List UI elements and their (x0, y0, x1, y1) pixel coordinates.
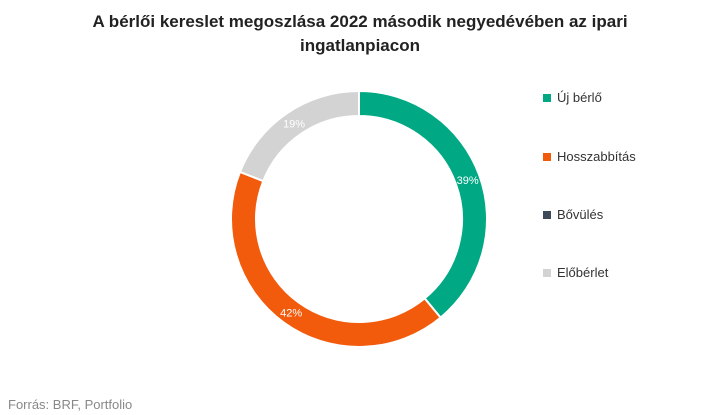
legend-swatch-eloberlet (543, 269, 551, 277)
source-note: Forrás: BRF, Portfolio (8, 397, 133, 412)
legend-swatch-hosszabbitas (543, 153, 551, 161)
legend-label-eloberlet: Előbérlet (557, 265, 609, 280)
slice-0[interactable] (358, 89, 488, 320)
legend-label-hosszabbitas: Hosszabbítás (557, 149, 636, 164)
slice-3[interactable] (238, 89, 360, 183)
legend-label-uj-berlo: Új bérlő (557, 90, 602, 105)
slice-label-3: 19% (283, 118, 305, 130)
legend-label-bovules: Bővülés (557, 207, 604, 222)
slice-1[interactable] (230, 170, 442, 348)
legend-swatch-bovules (543, 211, 551, 219)
slice-label-1: 42% (280, 307, 302, 319)
chart-title: A bérlői kereslet megoszlása 2022 másodi… (92, 12, 628, 55)
slice-label-0: 39% (457, 175, 479, 187)
legend-swatch-uj-berlo (543, 94, 551, 102)
